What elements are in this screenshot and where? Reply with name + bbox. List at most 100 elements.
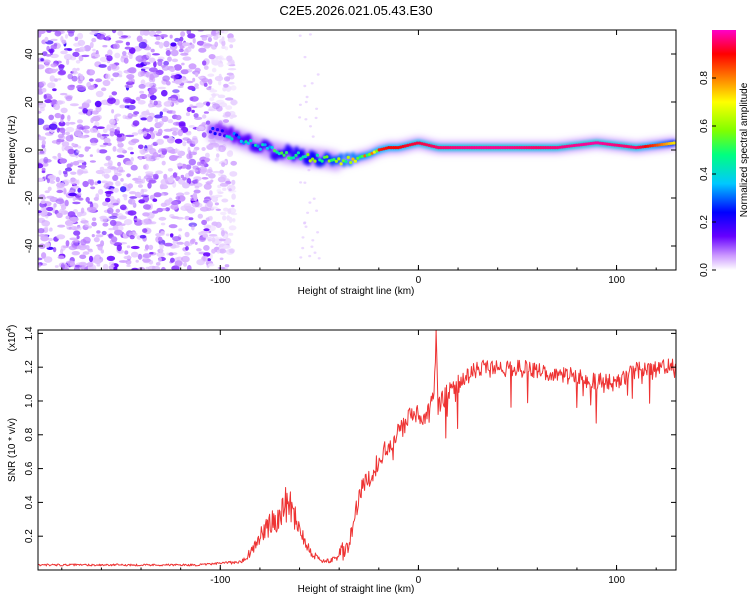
noise-speckle bbox=[80, 135, 88, 139]
colorbar-tick-label: 0.8 bbox=[699, 71, 710, 85]
noise-speckle bbox=[305, 95, 309, 99]
noise-speckle bbox=[211, 248, 216, 254]
track-core-blob bbox=[665, 142, 669, 146]
noise-speckle bbox=[40, 235, 49, 242]
noise-speckle bbox=[211, 221, 218, 227]
noise-speckle bbox=[194, 83, 199, 88]
noise-speckle bbox=[44, 36, 49, 42]
noise-speckle bbox=[159, 34, 168, 38]
track-core-blob bbox=[513, 146, 517, 150]
noise-speckle bbox=[209, 97, 215, 102]
noise-speckle bbox=[170, 233, 174, 238]
noise-speckle bbox=[157, 86, 167, 90]
noise-speckle bbox=[46, 95, 53, 100]
noise-speckle bbox=[160, 230, 165, 236]
noise-speckle bbox=[84, 245, 90, 250]
noise-speckle bbox=[139, 30, 145, 36]
noise-speckle bbox=[129, 196, 138, 199]
noise-speckle bbox=[184, 215, 190, 221]
spectrogram-y-label: Frequency (Hz) bbox=[7, 116, 18, 185]
noise-speckle bbox=[134, 178, 143, 183]
track-core-blob bbox=[213, 132, 217, 136]
noise-speckle bbox=[178, 48, 184, 53]
noise-speckle bbox=[170, 216, 180, 219]
noise-speckle bbox=[138, 41, 147, 49]
noise-speckle bbox=[111, 91, 118, 96]
noise-speckle bbox=[123, 196, 128, 201]
track-core-blob bbox=[382, 147, 386, 151]
figure-title: C2E5.2026.021.05.43.E30 bbox=[279, 3, 432, 18]
noise-speckle bbox=[216, 189, 222, 193]
noise-speckle bbox=[66, 59, 70, 65]
track-core-blob bbox=[456, 146, 460, 150]
noise-speckle bbox=[55, 176, 60, 183]
snr-y-tick-label: 1.4 bbox=[24, 326, 35, 340]
noise-speckle bbox=[61, 179, 71, 184]
noise-speckle bbox=[67, 84, 75, 91]
noise-speckle bbox=[155, 170, 164, 175]
noise-speckle bbox=[215, 236, 219, 242]
noise-speckle bbox=[92, 48, 96, 52]
noise-speckle bbox=[218, 238, 226, 242]
noise-speckle bbox=[220, 229, 225, 237]
noise-speckle bbox=[209, 253, 213, 260]
noise-speckle bbox=[225, 105, 233, 110]
noise-speckle bbox=[65, 34, 68, 39]
noise-speckle bbox=[219, 182, 229, 187]
track-core-blob bbox=[227, 135, 231, 139]
noise-speckle bbox=[61, 145, 65, 152]
noise-speckle bbox=[223, 76, 231, 82]
noise-speckle bbox=[38, 177, 45, 182]
noise-speckle bbox=[154, 117, 159, 123]
track-core-blob bbox=[494, 146, 498, 150]
noise-speckle bbox=[209, 190, 213, 196]
track-core-blob bbox=[641, 145, 645, 149]
noise-speckle bbox=[197, 76, 204, 79]
noise-speckle bbox=[149, 87, 157, 94]
colorbar-ticks: 0.0 0.2 0.4 0.6 0.8 bbox=[699, 71, 716, 277]
noise-speckle bbox=[185, 131, 192, 136]
noise-speckle bbox=[122, 233, 127, 238]
noise-speckle bbox=[38, 217, 46, 223]
noise-speckle bbox=[226, 72, 234, 76]
noise-speckle bbox=[227, 68, 237, 71]
noise-speckle bbox=[149, 127, 155, 132]
colorbar-tick-label: 0.0 bbox=[699, 263, 710, 277]
track-core-blob bbox=[375, 149, 379, 153]
noise-speckle bbox=[301, 236, 305, 239]
track-core-blob bbox=[277, 152, 281, 156]
noise-speckle bbox=[126, 104, 136, 111]
noise-speckle bbox=[88, 249, 93, 253]
noise-speckle bbox=[180, 52, 189, 56]
noise-speckle bbox=[174, 138, 183, 144]
track-core-blob bbox=[256, 144, 260, 148]
noise-speckle bbox=[100, 217, 108, 223]
track-core-blob bbox=[249, 139, 253, 143]
noise-speckle bbox=[227, 208, 232, 215]
noise-speckle bbox=[203, 111, 209, 114]
noise-speckle bbox=[156, 207, 163, 213]
snr-series-line bbox=[38, 330, 676, 567]
noise-speckle bbox=[38, 210, 42, 213]
noise-speckle bbox=[72, 201, 81, 205]
noise-speckle bbox=[44, 158, 52, 163]
colorbar: 0.0 0.2 0.4 0.6 0.8 Normalized spectral ampl… bbox=[699, 30, 750, 277]
noise-speckle bbox=[72, 51, 80, 58]
noise-speckle bbox=[104, 190, 114, 194]
track-core-blob bbox=[208, 130, 212, 134]
noise-speckle bbox=[168, 176, 174, 184]
noise-speckle bbox=[203, 224, 212, 229]
noise-speckle bbox=[118, 260, 128, 263]
noise-speckle bbox=[63, 172, 68, 178]
track-core-blob bbox=[536, 146, 541, 150]
noise-speckle bbox=[73, 42, 82, 47]
noise-speckle bbox=[177, 85, 184, 89]
noise-speckle bbox=[170, 203, 179, 210]
track-core-blob bbox=[268, 145, 272, 149]
noise-speckle bbox=[105, 197, 111, 203]
track-core-blob bbox=[458, 146, 462, 150]
noise-speckle bbox=[143, 163, 149, 170]
noise-speckle bbox=[89, 41, 94, 49]
track-core-blob bbox=[425, 143, 429, 147]
track-core-blob bbox=[294, 153, 298, 157]
